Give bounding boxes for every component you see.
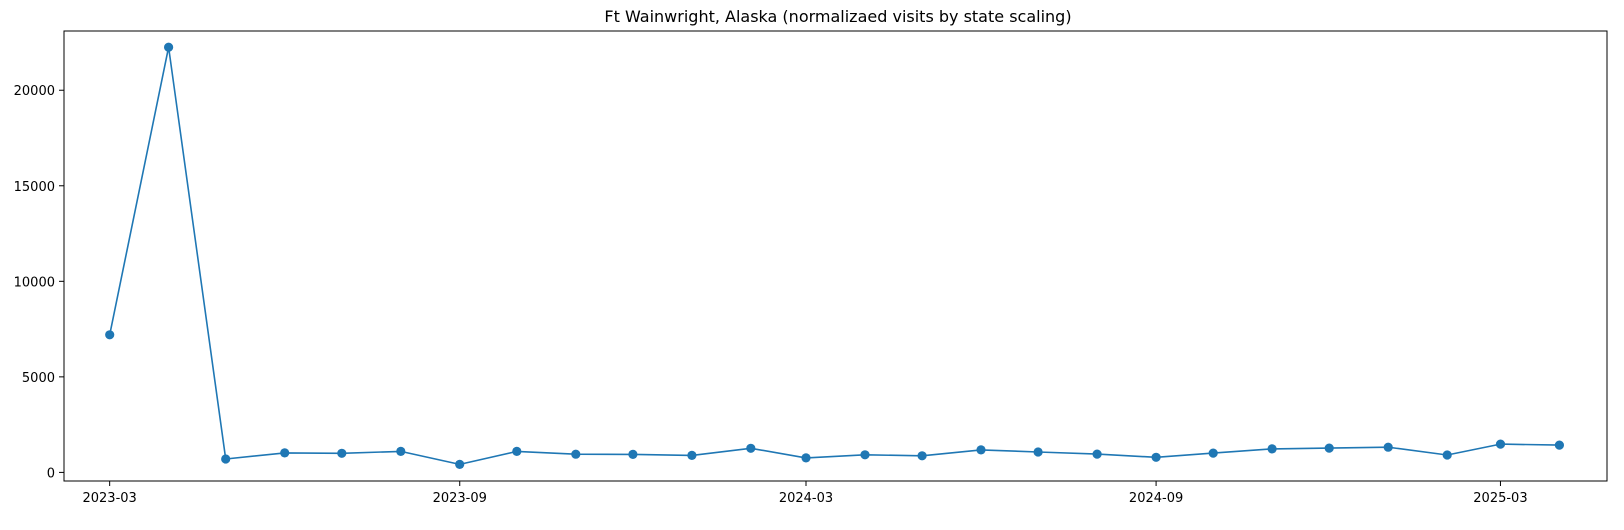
data-point (1033, 447, 1043, 457)
y-tick-label: 0 (47, 466, 55, 481)
data-point (221, 454, 231, 464)
axes: 0 5000 10000 15000 20000 2023-03 2023-09 2024-0… (14, 84, 1528, 506)
data-point (860, 450, 870, 460)
data-point (105, 330, 115, 340)
x-tick-label: 2023-03 (82, 491, 136, 506)
data-point (917, 451, 927, 461)
data-point (1324, 443, 1334, 453)
data-point (571, 449, 581, 459)
y-tick-label: 15000 (14, 180, 55, 195)
x-tick-label: 2025-03 (1473, 491, 1527, 506)
data-point (1267, 444, 1277, 454)
data-point (1092, 449, 1102, 459)
data-point (512, 446, 522, 456)
y-tick-label: 20000 (14, 84, 55, 99)
series-layer (105, 42, 1564, 469)
data-point (1442, 450, 1452, 460)
data-point (628, 449, 638, 459)
data-point (164, 42, 174, 52)
data-point (337, 448, 347, 458)
data-point (1495, 439, 1506, 449)
series-line (108, 46, 1560, 466)
data-point (687, 450, 697, 460)
y-tick-label: 10000 (14, 275, 55, 290)
x-tick-label: 2024-09 (1129, 491, 1183, 506)
data-point (455, 459, 465, 469)
data-point (396, 446, 406, 456)
x-tick-label: 2023-09 (433, 491, 487, 506)
data-point (746, 443, 756, 453)
data-point (1554, 440, 1564, 450)
data-point (1208, 448, 1218, 458)
data-point (1151, 452, 1161, 462)
y-tick-label: 5000 (22, 371, 55, 386)
chart-title: Ft Wainwright, Alaska (normalizaed visit… (604, 7, 1071, 26)
data-point (976, 445, 986, 455)
data-point (1383, 442, 1393, 452)
data-point (280, 448, 290, 458)
x-tick-label: 2024-03 (779, 491, 833, 506)
plot-area-frame (63, 30, 1608, 482)
data-point (801, 453, 811, 463)
